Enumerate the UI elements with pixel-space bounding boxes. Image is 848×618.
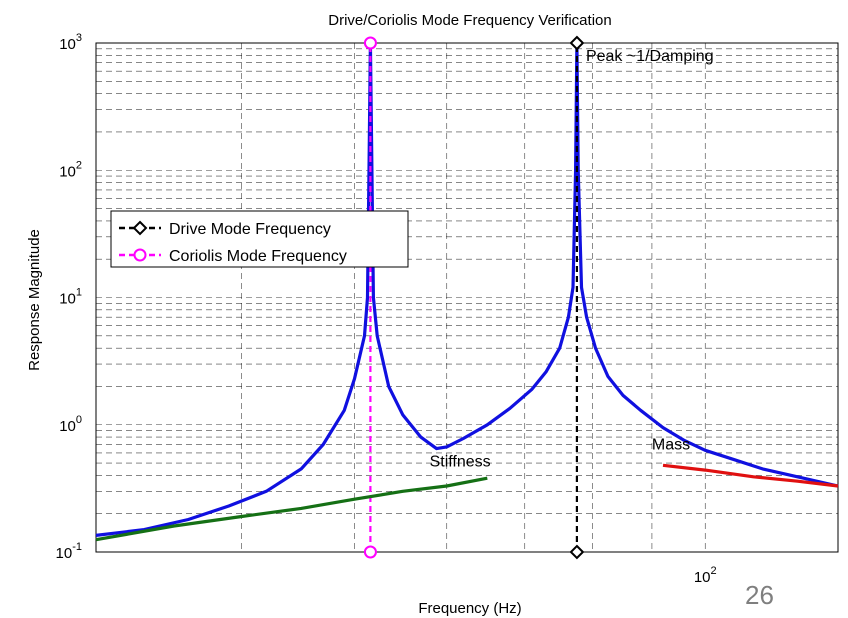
legend-label: Drive Mode Frequency: [169, 221, 331, 238]
annotations: Peak ~1/Damping Stiffness Mass: [430, 48, 714, 470]
legend: Drive Mode Frequency Coriolis Mode Freque…: [110, 210, 409, 268]
series-line-3: [95, 476, 488, 542]
series-line-4: [662, 463, 839, 488]
slide-number: 26: [745, 580, 774, 610]
y-tick-label: 10-1: [56, 541, 82, 562]
diamond-marker: [569, 544, 585, 560]
series-layer: [95, 35, 839, 560]
y-tick-label: 100: [59, 414, 82, 435]
legend-diamond-marker: [132, 220, 148, 236]
y-tick-label: 101: [59, 287, 82, 308]
y-tick-label: 102: [59, 159, 82, 180]
annotation-label: Mass: [652, 436, 690, 453]
legend-box: [110, 210, 409, 268]
x-axis-label: Frequency (Hz): [418, 600, 521, 617]
x-tick-label: 102: [694, 565, 717, 586]
plot-frame: [95, 42, 839, 553]
circle-marker: [363, 36, 377, 50]
annotation-label: Stiffness: [430, 453, 491, 470]
series-line-0: [95, 41, 839, 537]
diamond-marker: [569, 35, 585, 51]
y-axis-label: Response Magnitude: [26, 229, 43, 371]
circle-marker: [363, 545, 377, 559]
chart-title: Drive/Coriolis Mode Frequency Verificati…: [328, 12, 611, 29]
legend-label: Coriolis Mode Frequency: [169, 248, 347, 265]
y-tick-label: 103: [59, 32, 82, 53]
tick-labels: 10-1 100 101 102 103 102: [56, 32, 717, 586]
annotation-label: Peak ~1/Damping: [586, 48, 714, 65]
legend-circle-marker: [133, 248, 147, 262]
